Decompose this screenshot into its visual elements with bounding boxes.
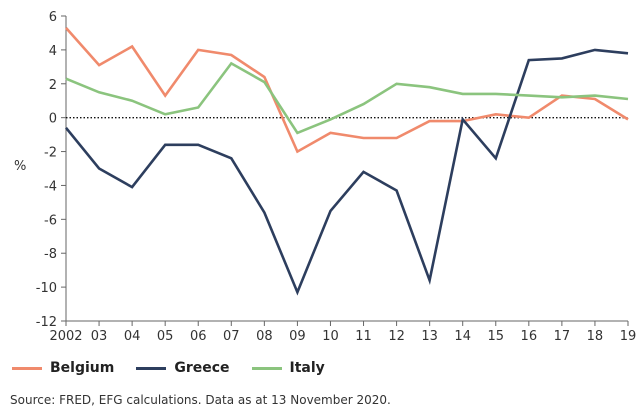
y-tick-label: -10 — [36, 281, 57, 296]
x-tick-label: 10 — [322, 329, 339, 344]
x-tick-label: 11 — [355, 329, 372, 344]
x-tick-label: 13 — [421, 329, 438, 344]
x-tick-label: 2002 — [49, 329, 82, 344]
legend-item-greece: Greece — [136, 360, 230, 376]
legend-swatch-greece — [136, 366, 167, 370]
y-tick-label: 0 — [49, 112, 57, 127]
x-tick-label: 09 — [289, 329, 306, 344]
x-tick-label: 12 — [388, 329, 405, 344]
source-note: Source: FRED, EFG calculations. Data as … — [10, 393, 391, 407]
legend-swatch-italy — [251, 366, 282, 370]
y-tick-label: 6 — [49, 10, 57, 25]
legend-label-belgium: Belgium — [50, 360, 115, 376]
series-line-italy — [65, 61, 629, 135]
y-tick-label: 4 — [49, 44, 57, 59]
series-line-greece — [64, 48, 629, 296]
x-tick-label: 03 — [91, 329, 108, 344]
x-tick-label: 08 — [256, 329, 273, 344]
x-tick-label: 06 — [190, 329, 207, 344]
series-lines — [64, 27, 629, 296]
legend-swatch-belgium — [12, 366, 42, 370]
x-tick-label: 18 — [587, 329, 604, 344]
y-axis-label: % — [14, 159, 26, 174]
series-line-belgium — [65, 27, 629, 154]
x-tick-label: 17 — [554, 329, 571, 344]
legend-item-italy: Italy — [251, 360, 325, 376]
x-tick-label: 07 — [223, 329, 240, 344]
y-tick-label: -6 — [44, 213, 57, 228]
x-tick-label: 15 — [487, 329, 504, 344]
y-tick-label: -12 — [36, 315, 57, 330]
x-tick-label: 04 — [124, 329, 141, 344]
y-tick-label: 2 — [49, 78, 57, 93]
y-tick-label: -4 — [44, 179, 57, 194]
x-tick-label: 16 — [521, 329, 538, 344]
x-tick-label: 14 — [454, 329, 471, 344]
x-tick-label: 19 — [620, 329, 637, 344]
y-tick-label: -2 — [44, 146, 57, 161]
legend-label-italy: Italy — [289, 360, 325, 376]
legend-label-greece: Greece — [174, 360, 230, 376]
x-tick-label: 05 — [157, 329, 174, 344]
legend-item-belgium: Belgium — [12, 360, 114, 376]
y-tick-label: -8 — [44, 247, 57, 262]
legend: Belgium Greece Italy — [12, 360, 347, 376]
